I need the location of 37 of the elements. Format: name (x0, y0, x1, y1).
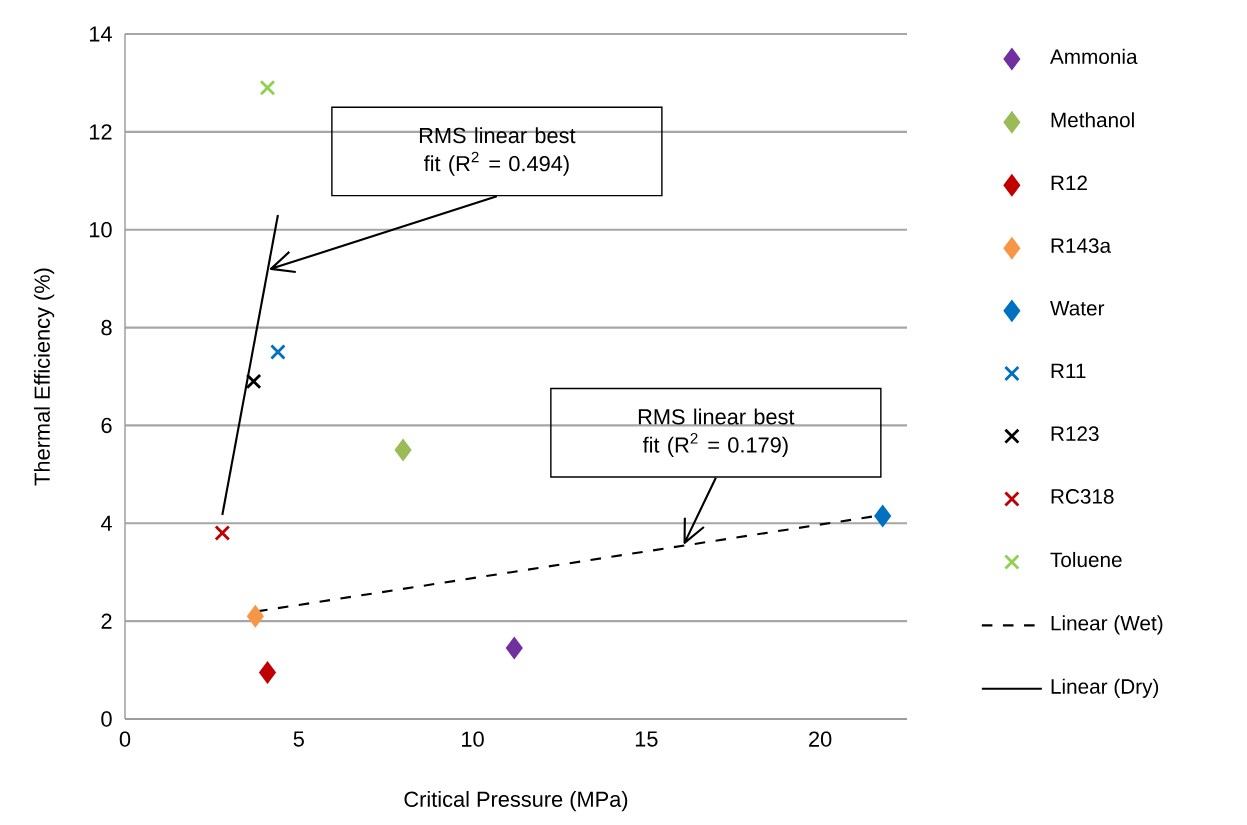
legend-label: Toluene (1050, 551, 1122, 568)
annotation: RMS linear best fit (R$^{2}$ = 0.494) (419, 127, 576, 176)
point (874, 505, 891, 527)
point (245, 373, 262, 390)
x-axis-title: Critical Pressure (MPa) (404, 791, 628, 812)
y-tick-label: 2 (101, 613, 112, 629)
legend-label: R123 (1051, 426, 1099, 441)
y-tick-label: 12 (90, 124, 112, 140)
y-tick-label: 6 (101, 417, 112, 434)
legend-label: Ammonia (1050, 48, 1138, 65)
legend-label: Methanol (1051, 112, 1134, 128)
legend-label: R143a (1051, 238, 1112, 253)
y-tick-label: 8 (101, 319, 112, 336)
annotation: RMS linear best fit (R$^{2}$ = 0.179) (638, 408, 795, 457)
legend-label: R12 (1051, 175, 1087, 190)
x-tick-label: 15 (635, 731, 658, 747)
point (214, 525, 231, 541)
x-tick-label: 10 (462, 731, 484, 747)
legend-label: Linear (Wet) (1051, 615, 1163, 635)
y-tick-label: 4 (100, 515, 112, 531)
y-axis-title: Thermal Efficiency (%) (33, 268, 55, 486)
legend-label: Linear (Dry) (1051, 678, 1159, 698)
x-tick-label: 20 (809, 731, 832, 747)
legend-label: Water (1050, 301, 1105, 316)
legend-label: RC318 (1051, 489, 1114, 504)
point (259, 79, 276, 96)
y-tick-label: 0 (101, 711, 112, 727)
x-tick-label: 5 (293, 731, 304, 747)
point (247, 605, 264, 627)
x-tick-label: 0 (119, 731, 131, 747)
point (506, 637, 523, 659)
point (259, 661, 276, 684)
y-tick-label: 14 (90, 26, 112, 42)
point (394, 439, 412, 461)
legend-label: R11 (1051, 363, 1086, 378)
y-tick-label: 10 (90, 222, 112, 238)
point (270, 344, 286, 360)
